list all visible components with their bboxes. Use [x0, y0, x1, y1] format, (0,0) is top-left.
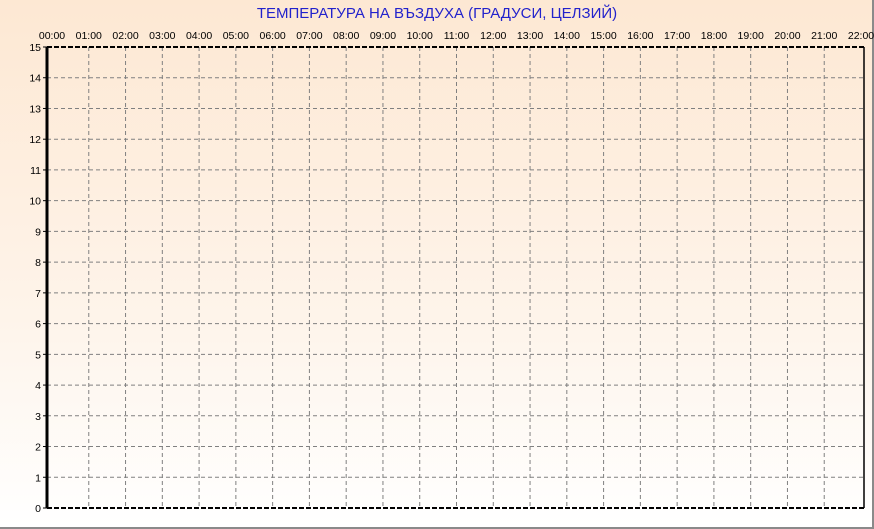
- x-tick-label: 17:00: [664, 30, 690, 42]
- y-tick-label: 7: [35, 288, 41, 300]
- x-tick-label: 20:00: [774, 30, 800, 42]
- x-tick-label: 08:00: [333, 30, 359, 42]
- x-tick-label: 11:00: [444, 30, 470, 42]
- y-tick-label: 6: [35, 319, 41, 331]
- y-tick-label: 4: [35, 380, 41, 392]
- x-tick-label: 13:00: [517, 30, 543, 42]
- x-tick-label: 07:00: [296, 30, 322, 42]
- x-tick-label: 06:00: [259, 30, 285, 42]
- x-tick-label: 00:00: [39, 30, 65, 42]
- x-tick-label: 09:00: [370, 30, 396, 42]
- x-tick-label: 05:00: [223, 30, 249, 42]
- y-tick-label: 12: [29, 134, 41, 146]
- x-tick-label: 15:00: [590, 30, 616, 42]
- x-tick-label: 19:00: [738, 30, 764, 42]
- x-tick-label: 16:00: [627, 30, 653, 42]
- x-tick-label: 04:00: [186, 30, 212, 42]
- x-tick-label: 18:00: [701, 30, 727, 42]
- x-tick-label: 12:00: [480, 30, 506, 42]
- y-tick-label: 3: [35, 411, 41, 423]
- y-tick-label: 10: [29, 196, 41, 208]
- x-tick-label: 22:00: [848, 30, 874, 42]
- y-tick-label: 1: [35, 472, 41, 484]
- x-tick-label: 02:00: [112, 30, 138, 42]
- x-tick-label: 01:00: [76, 30, 102, 42]
- chart-title: ТЕМПЕРАТУРА НА ВЪЗДУХА (ГРАДУСИ, ЦЕЛЗИЙ): [256, 5, 618, 22]
- y-tick-label: 11: [30, 165, 41, 177]
- y-tick-label: 8: [35, 257, 41, 269]
- y-tick-label: 5: [35, 349, 41, 361]
- y-tick-label: 14: [29, 73, 41, 85]
- y-tick-label: 15: [29, 42, 41, 54]
- x-tick-label: 03:00: [149, 30, 175, 42]
- y-tick-label: 0: [35, 503, 41, 515]
- y-tick-label: 9: [35, 226, 41, 238]
- x-tick-label: 10:00: [407, 30, 433, 42]
- x-tick-label: 21:00: [811, 30, 837, 42]
- y-tick-label: 13: [29, 103, 41, 115]
- x-tick-label: 14:00: [554, 30, 580, 42]
- y-tick-label: 2: [35, 442, 41, 454]
